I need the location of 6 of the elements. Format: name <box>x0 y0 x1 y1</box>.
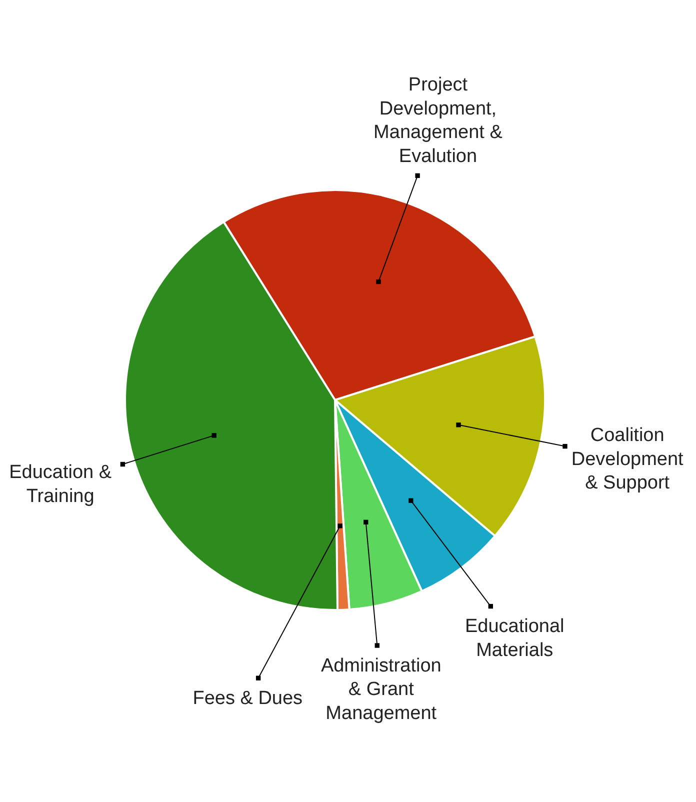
slice-label: Administration & Grant Management <box>320 655 442 724</box>
slice-label: Educational Materials <box>464 616 564 661</box>
slice-label: Fees & Dues <box>192 688 303 709</box>
slice-label: Project Development, Management & Evalution <box>374 74 503 167</box>
slice-label: Education & Training <box>9 462 112 507</box>
slice-label: Coalition Development & Support <box>571 425 684 494</box>
